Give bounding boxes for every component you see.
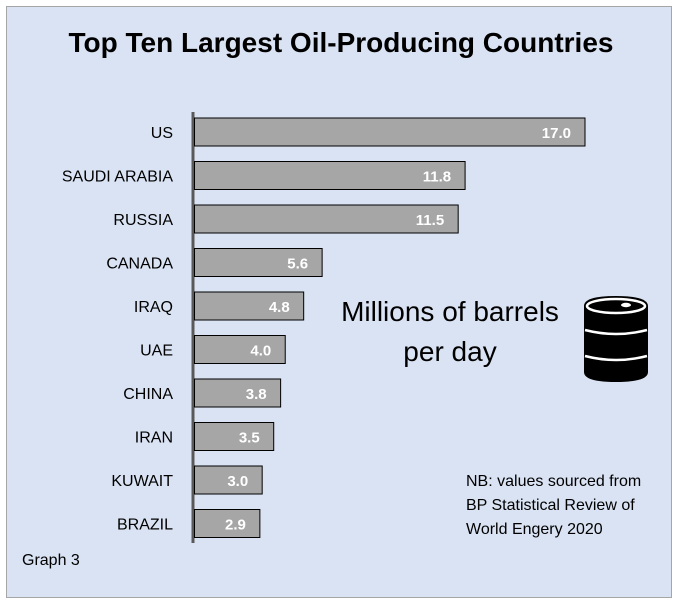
value-label: 3.5 — [239, 430, 260, 447]
unit-annotation: Millions of barrels per day — [341, 296, 559, 367]
chart-title: Top Ten Largest Oil-Producing Countries — [68, 27, 614, 58]
value-label: 2.9 — [225, 517, 246, 534]
bar-brazil — [194, 509, 261, 538]
value-label: 17.0 — [542, 125, 571, 142]
bar-russia — [194, 204, 459, 234]
category-label: RUSSIA — [113, 212, 173, 229]
value-label: 11.8 — [423, 169, 451, 186]
category-label: KUWAIT — [111, 473, 173, 490]
category-label: CANADA — [106, 256, 173, 273]
bar-china — [194, 378, 282, 408]
value-label: 4.0 — [250, 343, 271, 360]
category-label: CHINA — [123, 386, 173, 403]
graph-label: Graph 3 — [22, 552, 80, 569]
value-label: 4.8 — [269, 299, 290, 316]
category-label: IRAQ — [134, 299, 173, 316]
bar-saudi-arabia — [194, 161, 466, 190]
value-label: 5.6 — [287, 256, 308, 273]
bar-iran — [194, 422, 275, 451]
category-label: US — [151, 125, 173, 142]
chart-frame — [6, 6, 672, 598]
bar-us — [194, 117, 586, 147]
source-note: NB: values sourced from BP Statistical R… — [466, 473, 642, 538]
value-label: 3.8 — [246, 386, 267, 403]
category-label: SAUDI ARABIA — [62, 169, 173, 186]
bar-kuwait — [194, 465, 263, 495]
category-label: UAE — [140, 343, 173, 360]
oil-barrel-icon — [584, 296, 648, 382]
bar-canada — [194, 248, 323, 277]
value-label: 11.5 — [416, 212, 444, 229]
value-label: 3.0 — [227, 473, 248, 490]
category-label: IRAN — [135, 430, 173, 447]
category-label: BRAZIL — [117, 517, 173, 534]
bar-uae — [194, 335, 286, 364]
bar-iraq — [194, 291, 305, 321]
